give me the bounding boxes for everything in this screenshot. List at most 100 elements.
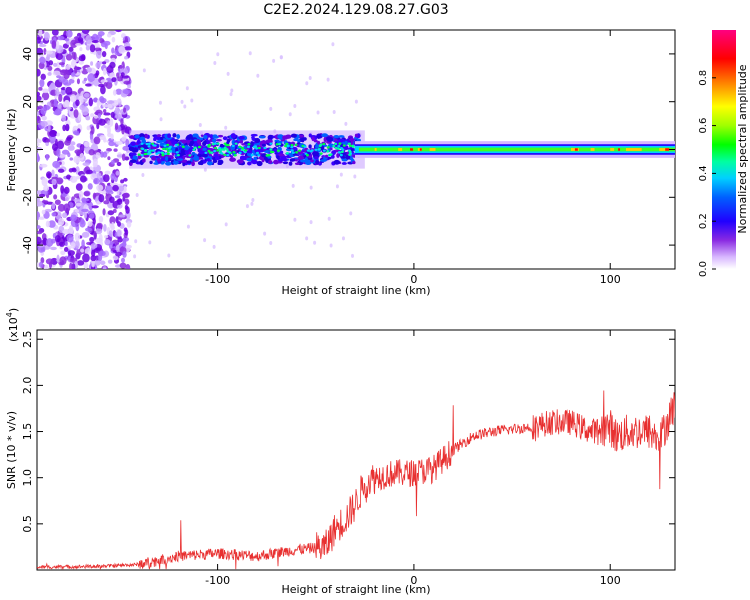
spectrogram-cell bbox=[199, 160, 204, 165]
spectrogram-cell bbox=[39, 163, 48, 168]
spectrogram-cell bbox=[207, 145, 211, 148]
spectrogram-cell bbox=[48, 220, 56, 228]
spectrogram-cell bbox=[326, 146, 330, 149]
spectrogram-cell bbox=[50, 246, 57, 251]
spectrogram-cell bbox=[122, 89, 131, 95]
spectrogram-cell bbox=[267, 134, 273, 141]
spectrogram-y-tick-label: 0 bbox=[21, 146, 34, 153]
spectrogram-cell bbox=[250, 201, 254, 206]
spectrogram-cell bbox=[167, 157, 172, 162]
spectrogram-cell bbox=[63, 82, 72, 86]
spectrogram-cell bbox=[241, 148, 245, 152]
spectrogram-cell bbox=[183, 104, 187, 109]
spectrogram-cell bbox=[40, 73, 46, 81]
spectrogram-cell bbox=[37, 106, 41, 111]
spectrogram-cell bbox=[52, 70, 61, 76]
spectrogram-cell bbox=[151, 155, 157, 161]
spectrogram-cell bbox=[75, 183, 83, 191]
spectrogram-cell bbox=[121, 153, 126, 161]
spectrogram-cell bbox=[103, 82, 108, 87]
spectrogram-cell bbox=[116, 229, 122, 237]
spectrogram-cell bbox=[41, 200, 49, 204]
spectrogram-cell bbox=[120, 72, 125, 77]
spectrogram-cell bbox=[186, 154, 190, 159]
spectrogram-cell bbox=[339, 153, 343, 157]
spectrogram-cell bbox=[102, 67, 107, 76]
snr-x-tick-label: -100 bbox=[205, 574, 230, 587]
spectrogram-cell bbox=[56, 132, 60, 137]
spectrogram-cell bbox=[54, 235, 61, 243]
spectrogram-cell bbox=[45, 154, 49, 161]
spectrogram-cell bbox=[43, 31, 50, 41]
spectrogram-cell bbox=[143, 152, 147, 156]
spectrogram-cell bbox=[53, 110, 62, 116]
spectrogram-cell bbox=[293, 103, 297, 108]
spectrogram-cell bbox=[130, 152, 137, 156]
spectrogram-cell bbox=[102, 109, 107, 114]
spectrogram-cell bbox=[245, 204, 249, 209]
spectrogram-cell bbox=[115, 244, 120, 253]
spectrogram-cell bbox=[222, 136, 228, 141]
spectrogram-cell bbox=[73, 109, 79, 118]
spectrogram-cell bbox=[338, 135, 345, 138]
spectrogram-cell bbox=[236, 159, 244, 164]
spectrogram-cell bbox=[61, 149, 70, 155]
spectrogram-cell bbox=[104, 234, 109, 239]
spectrogram-cell bbox=[100, 85, 106, 95]
spectrogram-cell bbox=[48, 60, 54, 66]
spectrogram-cell bbox=[66, 174, 71, 180]
spectrogram-plot: -100 0 100 -40 -20 0 20 40 Height of straight … bbox=[5, 29, 676, 297]
spectrogram-cell bbox=[37, 47, 44, 56]
spectrogram-cell bbox=[224, 222, 228, 227]
spectrogram-cell bbox=[200, 134, 204, 137]
spectrogram-cell bbox=[190, 98, 194, 103]
spectrogram-cell bbox=[204, 151, 208, 154]
spectrogram-cell bbox=[41, 177, 48, 187]
spectrogram-peak-max bbox=[618, 148, 621, 151]
spectrogram-cell bbox=[119, 262, 127, 269]
spectrogram-cell bbox=[43, 264, 49, 269]
spectrogram-cell bbox=[344, 121, 348, 126]
spectrogram-cell bbox=[113, 148, 118, 152]
spectrogram-cell bbox=[62, 229, 70, 235]
spectrogram-cell bbox=[74, 65, 78, 74]
snr-frame bbox=[36, 329, 676, 571]
spectrogram-cell bbox=[91, 249, 96, 257]
spectrogram-cell bbox=[93, 78, 100, 87]
spectrogram-cell bbox=[78, 55, 86, 62]
spectrogram-cell bbox=[319, 152, 323, 155]
spectrogram-cell bbox=[166, 143, 170, 147]
spectrogram-cell bbox=[93, 177, 100, 185]
spectrogram-cell bbox=[115, 141, 123, 145]
spectrogram-cell bbox=[107, 210, 115, 216]
spectrogram-cell bbox=[336, 153, 340, 158]
spectrogram-cell bbox=[313, 139, 318, 143]
spectrogram-cell bbox=[186, 160, 192, 164]
spectrogram-cell bbox=[134, 239, 138, 244]
spectrogram-cell bbox=[70, 59, 77, 68]
spectrogram-cell bbox=[110, 159, 116, 165]
spectrogram-cell bbox=[62, 124, 67, 132]
spectrogram-cell bbox=[98, 194, 105, 203]
spectrogram-cell bbox=[306, 149, 310, 152]
spectrogram-cell bbox=[299, 155, 304, 160]
spectrogram-cell bbox=[167, 133, 172, 139]
spectrogram-cell bbox=[298, 149, 302, 152]
spectrogram-cell bbox=[302, 137, 307, 141]
spectrogram-cell bbox=[165, 156, 169, 162]
spectrogram-cell bbox=[58, 62, 65, 66]
spectrogram-cell bbox=[342, 144, 346, 147]
colorbar-gradient bbox=[712, 30, 736, 269]
spectrogram-cell bbox=[57, 168, 65, 173]
spectrogram-cell bbox=[224, 125, 228, 130]
spectrogram-cell bbox=[269, 150, 273, 154]
spectrogram-cell bbox=[265, 139, 273, 144]
spectrogram-cell bbox=[56, 140, 65, 150]
spectrogram-cell bbox=[333, 134, 340, 139]
spectrogram-cell bbox=[99, 151, 104, 158]
spectrogram-cell bbox=[145, 142, 149, 146]
spectrogram-cell bbox=[169, 150, 173, 153]
spectrogram-cell bbox=[153, 210, 157, 215]
spectrogram-cell bbox=[115, 113, 122, 120]
spectrogram-cell bbox=[70, 39, 78, 48]
